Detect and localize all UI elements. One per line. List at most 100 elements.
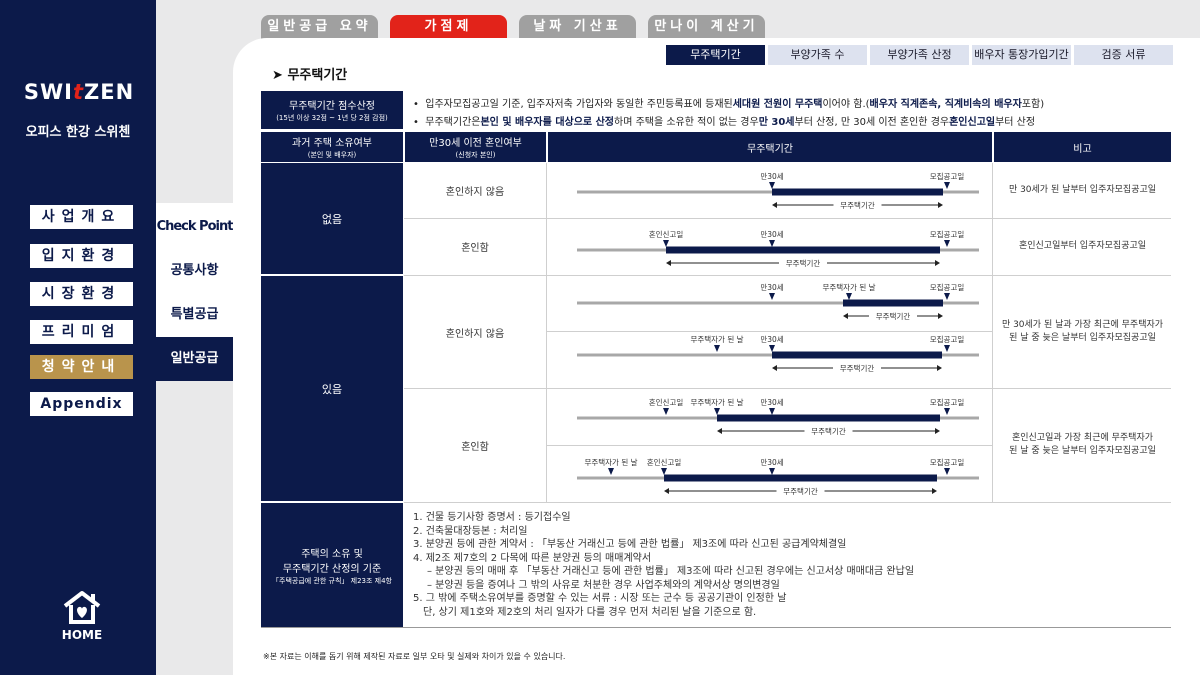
arrow-right-icon: ➤ — [272, 68, 283, 83]
timeline-age30-marker — [769, 468, 775, 475]
timeline-homeless-label: 무주택자가 된 날 — [690, 334, 743, 344]
nav-business-overview[interactable]: 사업개요 — [30, 205, 133, 229]
criteria-documents: 1. 건물 등기사항 증명서 : 등기접수일 2. 건축물대장등본 : 처리일 … — [413, 511, 914, 619]
tab-points-system[interactable]: 가점제 — [390, 15, 507, 39]
col-header-remarks: 비고 — [994, 132, 1171, 162]
doc-item: – 분양권 등을 증여나 그 밖의 사유로 처분한 경우 사업주체와의 계약서상… — [427, 579, 780, 591]
period-label-bg — [776, 486, 825, 496]
remark-4: 혼인신고일과 가장 최근에 무주택자가 된 날 중 늦은 날부터 입주자모집공고일 — [1009, 433, 1156, 456]
pill-verification-docs[interactable]: 검증 서류 — [1074, 45, 1173, 65]
intro-line-2: • 무주택기간은본인 및 배우자를 대상으로 산정하며 주택을 소유한 적이 없… — [413, 117, 1036, 128]
timeline-homeless-marker — [714, 345, 720, 352]
timeline-marriage-label: 혼인신고일 — [649, 397, 684, 407]
timeline-notice-marker — [944, 182, 950, 189]
timeline-homeless-label: 무주택자가 된 날 — [822, 282, 875, 292]
row-married-2: 혼인함 — [461, 441, 489, 453]
section-title: ➤ 무주택기간 — [272, 68, 348, 83]
arrow-left-icon — [772, 202, 777, 208]
grid-line — [404, 275, 1171, 276]
timeline-notice-marker — [944, 345, 950, 352]
timeline-age30-label: 만30세 — [760, 172, 783, 181]
timeline-notice-label: 모집공고일 — [930, 397, 965, 407]
sidebar: SWItZEN 오피스 한강 스위첸 사업개요 입지환경 시장환경 프리미엄 청… — [0, 0, 156, 675]
grid-line — [404, 218, 1171, 219]
col-header-period: 무주택기간 — [548, 132, 992, 162]
grid-line — [992, 163, 993, 502]
grid-line — [547, 445, 992, 446]
remark-1: 만 30세가 된 날부터 입주자모집공고일 — [1008, 185, 1157, 195]
nav-market[interactable]: 시장환경 — [30, 282, 133, 306]
period-label-bg — [833, 200, 882, 210]
arrow-left-icon — [664, 488, 669, 494]
doc-item: 4. 제2조 제7호의 2 다목에 따른 분양권 등의 매매계약서 — [413, 552, 652, 564]
timeline-homeless-label: 무주택자가 된 날 — [584, 457, 637, 467]
pill-dependents[interactable]: 부양가족 수 — [768, 45, 867, 65]
brand-logo: SWItZEN — [23, 80, 135, 104]
nav-premium[interactable]: 프리미엄 — [30, 320, 133, 344]
tab-age-calculator[interactable]: 만나이 계산기 — [648, 15, 765, 39]
grid-line — [261, 627, 1171, 628]
timeline-homeless-marker — [846, 293, 852, 300]
doc-item: 3. 분양권 등에 관한 계약서 : 「부동산 거래신고 등에 관한 법률」 제… — [413, 539, 847, 550]
arrow-left-icon — [717, 428, 722, 434]
period-label: 무주택기간 — [786, 258, 821, 268]
timeline-homeless-label: 무주택자가 된 날 — [690, 397, 743, 407]
timeline-age30-marker — [769, 182, 775, 189]
subnav-special-supply[interactable]: 특별공급 — [170, 307, 219, 322]
period-label: 무주택기간 — [876, 311, 911, 321]
sub-navigation: Check Point 공통사항 특별공급 일반공급 — [156, 203, 234, 381]
timeline-notice-marker — [944, 293, 950, 300]
timeline-age30-label: 만30세 — [760, 283, 783, 292]
grid-line — [546, 163, 547, 502]
period-label: 무주택기간 — [840, 363, 875, 373]
subnav-check-point[interactable]: Check Point — [156, 219, 234, 234]
timeline-age30-marker — [769, 345, 775, 352]
tab-date-calculation[interactable]: 날짜 기산표 — [519, 15, 636, 39]
remark-3: 만 30세가 된 날과 가장 최근에 무주택자가 된 날 중 늦은 날부터 입주자… — [1001, 320, 1164, 343]
period-label: 무주택기간 — [840, 200, 875, 210]
row-not-married-2: 혼인하지 않음 — [445, 328, 505, 340]
period-label: 무주택기간 — [811, 426, 846, 436]
timeline-notice-label: 모집공고일 — [930, 171, 965, 181]
period-label: 무주택기간 — [783, 486, 818, 496]
timeline-age30-label: 만30세 — [760, 335, 783, 344]
home-label: HOME — [61, 628, 103, 642]
footnote: ※본 자료는 이해를 돕기 위해 제작된 자료로 일부 오타 및 실제와 차이가… — [263, 652, 566, 661]
col-header-ownership: 과거 주택 소유여부 (본인 및 배우자) — [261, 132, 403, 162]
score-header: 무주택기간 점수산정 (15년 이상 32점 ~ 1년 당 2점 감점) — [261, 91, 403, 129]
subnav-general-supply[interactable]: 일반공급 — [156, 337, 233, 381]
timeline-notice-label: 모집공고일 — [930, 282, 965, 292]
pill-dependents-calc[interactable]: 부양가족 산정 — [870, 45, 969, 65]
pill-homeless-period[interactable]: 무주택기간 — [666, 45, 765, 65]
row-married-1: 혼인함 — [461, 243, 489, 254]
tab-general-summary[interactable]: 일반공급 요약 — [261, 15, 378, 39]
nav-appendix[interactable]: Appendix — [30, 392, 133, 416]
doc-item: – 분양권 등의 매매 후 「부동산 거래신고 등에 관한 법률」 제3조에 따… — [427, 566, 915, 577]
col-header-marriage: 만30세 이전 혼인여부 (신청자 본인) — [405, 132, 546, 162]
arrow-right-icon — [935, 260, 940, 266]
subnav-common[interactable]: 공통사항 — [170, 263, 219, 278]
pill-spouse-account[interactable]: 배우자 통장가입기간 — [972, 45, 1071, 65]
arrow-right-icon — [932, 488, 937, 494]
doc-item: 2. 건축물대장등본 : 처리일 — [413, 525, 528, 537]
timeline-marriage-marker — [663, 240, 669, 247]
timeline-marriage-label: 혼인신고일 — [647, 457, 682, 467]
nav-location[interactable]: 입지환경 — [30, 244, 133, 268]
timeline-homeless-marker — [608, 468, 614, 475]
timeline-notice-label: 모집공고일 — [930, 457, 965, 467]
criteria-header: 주택의 소유 및 무주택기간 산정의 기준 「주택공급에 관한 규칙」 제23조… — [261, 503, 403, 627]
timeline-age30-label: 만30세 — [760, 458, 783, 467]
timeline-homeless-marker — [714, 408, 720, 415]
timeline-marriage-label: 혼인신고일 — [649, 229, 684, 239]
timeline-age30-marker — [769, 293, 775, 300]
timeline-age30-label: 만30세 — [760, 230, 783, 239]
timeline-notice-marker — [944, 468, 950, 475]
home-button[interactable]: HOME — [52, 590, 112, 642]
grid-line — [404, 502, 1171, 503]
period-label-bg — [869, 311, 917, 321]
nav-subscription-guide[interactable]: 청약안내 — [30, 355, 133, 379]
